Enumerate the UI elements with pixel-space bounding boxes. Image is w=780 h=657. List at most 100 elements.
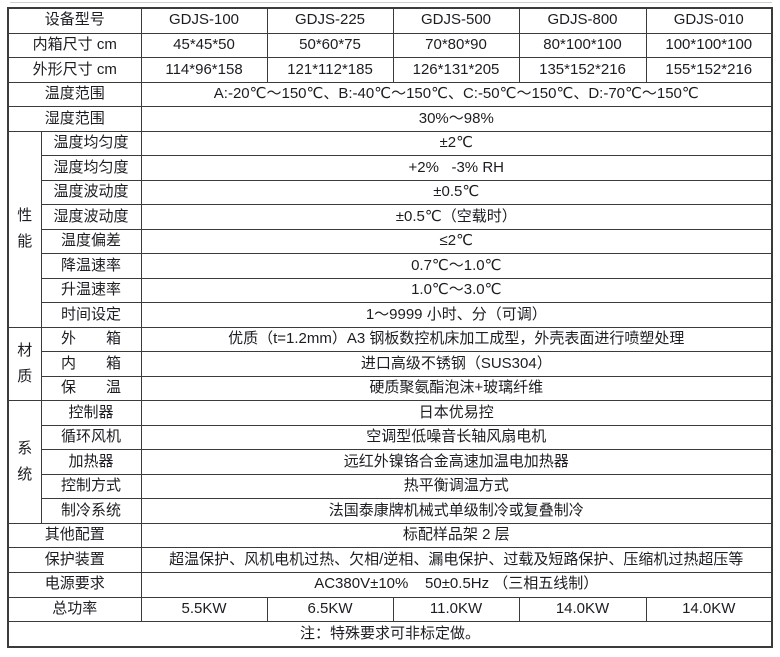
- row-system-1: 循环风机 空调型低噪音长轴风扇电机: [8, 424, 773, 451]
- label-circulating-fan: 循环风机: [40, 424, 142, 451]
- group-system-label: 系统: [17, 440, 33, 484]
- label-power-supply: 电源要求: [7, 571, 142, 598]
- model-name-0: GDJS-100: [140, 7, 268, 34]
- humidity-range-value: 30%～98%: [140, 106, 773, 132]
- humidity-uniformity-value: +2% -3% RH: [140, 155, 773, 181]
- total-power-3: 14.0KW: [518, 596, 647, 623]
- label-outer-size: 外形尺寸 cm: [7, 57, 142, 83]
- outer-size-4: 155*152*216: [645, 57, 773, 83]
- label-temp-uniformity: 温度均匀度: [40, 130, 142, 157]
- label-temp-fluctuation: 温度波动度: [40, 179, 142, 206]
- row-performance-0: 性能 温度均匀度 ±2℃: [7, 130, 773, 328]
- model-name-1: GDJS-225: [266, 7, 394, 34]
- circulating-fan-value: 空调型低噪音长轴风扇电机: [140, 424, 773, 451]
- row-performance-5: 降温速率 0.7℃～1.0℃: [8, 253, 773, 279]
- protection-value: 超温保护、风机电机过热、欠相/逆相、漏电保护、过载及短路保护、压缩机过热超压等: [140, 547, 773, 573]
- temp-uniformity-value: ±2℃: [140, 130, 773, 157]
- outer-size-2: 126*131*205: [392, 57, 520, 83]
- spec-table: 设备型号 GDJS-100 GDJS-225 GDJS-500 GDJS-800…: [7, 7, 774, 648]
- model-name-4: GDJS-010: [645, 7, 773, 34]
- label-inner-box: 内 箱: [40, 351, 142, 377]
- other-config-value: 标配样品架 2 层: [140, 522, 773, 549]
- model-name-2: GDJS-500: [392, 7, 520, 34]
- row-performance-3: 湿度波动度 ±0.5℃（空载时）: [8, 204, 773, 230]
- row-system-0: 系统 控制器 日本优易控: [7, 400, 773, 524]
- total-power-4: 14.0KW: [645, 596, 773, 623]
- label-humidity-range: 湿度范围: [7, 106, 142, 132]
- power-supply-value: AC380V±10% 50±0.5Hz （三相五线制）: [140, 571, 773, 598]
- label-temp-range: 温度范围: [7, 81, 142, 108]
- label-insulation: 保 温: [40, 375, 142, 402]
- label-model-header: 设备型号: [7, 7, 142, 34]
- label-refrigeration-system: 制冷系统: [40, 498, 142, 524]
- inner-size-1: 50*60*75: [266, 32, 394, 59]
- control-method-value: 热平衡调温方式: [140, 473, 773, 500]
- group-performance: 性能: [7, 130, 42, 328]
- row-inner-size: 内箱尺寸 cm 45*45*50 50*60*75 70*80*90 80*10…: [7, 32, 773, 59]
- group-system: 系统: [7, 400, 42, 524]
- heater-value: 远红外镍铬合金高速加温电加热器: [140, 449, 773, 475]
- row-other-config: 其他配置 标配样品架 2 层: [7, 522, 773, 549]
- row-material-0: 材质 外 箱 优质（t=1.2mm）A3 钢板数控机床加工成型，外壳表面进行喷塑…: [7, 326, 773, 402]
- row-model-header: 设备型号 GDJS-100 GDJS-225 GDJS-500 GDJS-800…: [7, 7, 773, 34]
- inner-size-4: 100*100*100: [645, 32, 773, 59]
- refrigeration-system-value: 法国泰康牌机械式单级制冷或复叠制冷: [140, 498, 773, 524]
- insulation-value: 硬质聚氨酯泡沫+玻璃纤维: [140, 375, 773, 402]
- inner-size-2: 70*80*90: [392, 32, 520, 59]
- label-humidity-uniformity: 湿度均匀度: [40, 155, 142, 181]
- inner-box-value: 进口高级不锈钢（SUS304）: [140, 351, 773, 377]
- row-note: 注：特殊要求可非标定做。: [7, 621, 773, 648]
- row-system-4: 制冷系统 法国泰康牌机械式单级制冷或复叠制冷: [8, 498, 773, 524]
- outer-size-3: 135*152*216: [518, 57, 647, 83]
- outer-box-value: 优质（t=1.2mm）A3 钢板数控机床加工成型，外壳表面进行喷塑处理: [140, 326, 773, 353]
- label-heater: 加热器: [40, 449, 142, 475]
- group-performance-label: 性能: [17, 207, 33, 251]
- label-time-setting: 时间设定: [40, 302, 142, 328]
- row-performance-6: 升温速率 1.0℃～3.0℃: [8, 277, 773, 304]
- row-performance-4: 温度偏差 ≤2℃: [8, 228, 773, 255]
- model-name-3: GDJS-800: [518, 7, 647, 34]
- cooling-rate-value: 0.7℃～1.0℃: [140, 253, 773, 279]
- label-other-config: 其他配置: [7, 522, 142, 549]
- label-controller: 控制器: [40, 400, 142, 426]
- outer-size-1: 121*112*185: [266, 57, 394, 83]
- label-humidity-fluctuation: 湿度波动度: [40, 204, 142, 230]
- label-outer-box: 外 箱: [40, 326, 142, 353]
- label-total-power: 总功率: [7, 596, 142, 623]
- label-control-method: 控制方式: [40, 473, 142, 500]
- label-cooling-rate: 降温速率: [40, 253, 142, 279]
- row-performance-2: 温度波动度 ±0.5℃: [8, 179, 773, 206]
- controller-value: 日本优易控: [140, 400, 773, 426]
- group-material: 材质: [7, 326, 42, 402]
- temp-deviation-value: ≤2℃: [140, 228, 773, 255]
- row-protection: 保护装置 超温保护、风机电机过热、欠相/逆相、漏电保护、过载及短路保护、压缩机过…: [7, 547, 773, 573]
- time-setting-value: 1～9999 小时、分（可调）: [140, 302, 773, 328]
- note-text: 注：特殊要求可非标定做。: [7, 621, 773, 648]
- row-humidity-range: 湿度范围 30%～98%: [7, 106, 773, 132]
- row-outer-size: 外形尺寸 cm 114*96*158 121*112*185 126*131*2…: [7, 57, 773, 83]
- label-protection: 保护装置: [7, 547, 142, 573]
- row-system-2: 加热器 远红外镍铬合金高速加温电加热器: [8, 449, 773, 475]
- total-power-2: 11.0KW: [392, 596, 520, 623]
- group-material-label: 材质: [17, 342, 33, 386]
- row-material-2: 保 温 硬质聚氨酯泡沫+玻璃纤维: [8, 375, 773, 402]
- row-performance-1: 湿度均匀度 +2% -3% RH: [8, 155, 773, 181]
- label-inner-size: 内箱尺寸 cm: [7, 32, 142, 59]
- humidity-fluctuation-value: ±0.5℃（空载时）: [140, 204, 773, 230]
- inner-size-3: 80*100*100: [518, 32, 647, 59]
- outer-size-0: 114*96*158: [140, 57, 268, 83]
- heating-rate-value: 1.0℃～3.0℃: [140, 277, 773, 304]
- row-performance-7: 时间设定 1～9999 小时、分（可调）: [8, 302, 773, 328]
- inner-size-0: 45*45*50: [140, 32, 268, 59]
- temp-range-value: A:-20℃～150℃、B:-40℃～150℃、C:-50℃～150℃、D:-7…: [140, 81, 773, 108]
- row-total-power: 总功率 5.5KW 6.5KW 11.0KW 14.0KW 14.0KW: [7, 596, 773, 623]
- temp-fluctuation-value: ±0.5℃: [140, 179, 773, 206]
- total-power-1: 6.5KW: [266, 596, 394, 623]
- label-heating-rate: 升温速率: [40, 277, 142, 304]
- total-power-0: 5.5KW: [140, 596, 268, 623]
- label-temp-deviation: 温度偏差: [40, 228, 142, 255]
- row-material-1: 内 箱 进口高级不锈钢（SUS304）: [8, 351, 773, 377]
- row-power-supply: 电源要求 AC380V±10% 50±0.5Hz （三相五线制）: [7, 571, 773, 598]
- row-system-3: 控制方式 热平衡调温方式: [8, 473, 773, 500]
- top-divider-line: [10, 2, 772, 3]
